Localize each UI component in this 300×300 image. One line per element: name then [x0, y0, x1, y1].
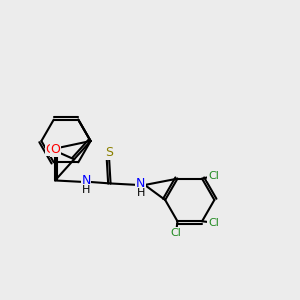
Text: H: H: [136, 188, 145, 198]
Text: S: S: [105, 146, 113, 159]
Text: Cl: Cl: [208, 218, 219, 228]
Text: Cl: Cl: [170, 228, 182, 238]
Text: N: N: [136, 177, 145, 190]
Text: O: O: [45, 143, 55, 156]
Text: H: H: [82, 185, 90, 195]
Text: O: O: [50, 143, 60, 156]
Text: Cl: Cl: [208, 171, 219, 181]
Text: N: N: [81, 174, 91, 187]
